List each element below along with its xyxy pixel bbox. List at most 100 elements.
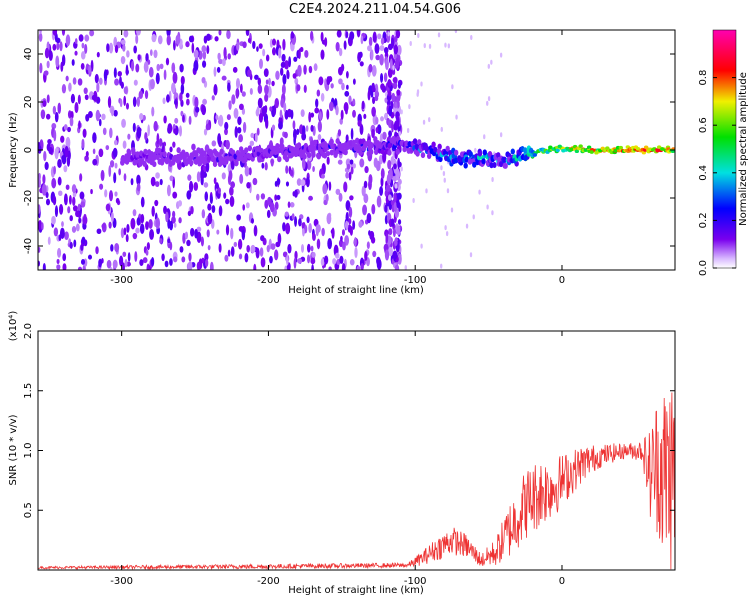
noise-speckle	[114, 78, 120, 86]
noise-speckle	[278, 121, 283, 130]
noise-speckle	[99, 183, 104, 190]
noise-speckle	[255, 247, 260, 259]
noise-speckle	[345, 31, 349, 39]
noise-speckle	[238, 226, 244, 232]
noise-speckle	[276, 178, 281, 186]
noise-speckle	[490, 59, 493, 65]
noise-speckle	[234, 126, 238, 139]
noise-speckle	[227, 249, 231, 257]
noise-speckle	[178, 217, 182, 224]
noise-speckle	[121, 57, 126, 63]
noise-speckle	[370, 49, 374, 61]
signal-point	[586, 145, 592, 150]
signal-point	[395, 148, 400, 155]
noise-speckle	[51, 215, 56, 225]
snr-ylabel: SNR (10 * v/v)	[8, 414, 19, 485]
noise-speckle	[123, 227, 127, 236]
noise-speckle	[470, 35, 473, 41]
noise-speckle	[71, 226, 77, 233]
noise-speckle	[225, 224, 230, 236]
noise-speckle	[306, 216, 310, 224]
noise-speckle	[348, 171, 352, 181]
noise-speckle	[151, 106, 155, 117]
noise-speckle	[364, 250, 368, 261]
noise-speckle	[440, 165, 443, 171]
noise-speckle	[369, 230, 375, 241]
noise-speckle	[110, 211, 114, 223]
noise-speckle	[236, 41, 240, 51]
noise-speckle	[191, 143, 196, 151]
noise-speckle	[163, 69, 167, 81]
noise-speckle	[148, 218, 153, 229]
noise-speckle	[224, 254, 229, 262]
noise-speckle	[327, 237, 333, 250]
noise-speckle	[136, 183, 141, 192]
noise-speckle	[204, 191, 209, 202]
noise-speckle	[77, 203, 81, 212]
noise-speckle	[397, 161, 402, 168]
noise-speckle	[205, 33, 211, 41]
noise-speckle	[371, 65, 377, 77]
signal-point	[453, 149, 459, 156]
noise-speckle	[207, 244, 211, 251]
signal-point	[532, 153, 538, 157]
noise-speckle	[79, 173, 83, 182]
noise-speckle	[88, 64, 92, 74]
noise-speckle	[92, 148, 96, 155]
noise-speckle	[173, 128, 177, 134]
noise-speckle	[308, 223, 312, 234]
snr-scale-label: (x10⁴)	[8, 311, 19, 342]
noise-speckle	[469, 252, 473, 258]
noise-speckle	[166, 30, 171, 37]
noise-speckle	[241, 108, 246, 115]
noise-speckle	[294, 250, 298, 261]
noise-speckle	[38, 32, 43, 42]
noise-speckle	[38, 260, 41, 267]
noise-speckle	[238, 253, 243, 260]
noise-speckle	[211, 205, 216, 213]
noise-speckle	[173, 256, 178, 263]
noise-speckle	[114, 242, 120, 253]
signal-point	[343, 149, 348, 156]
noise-speckle	[216, 66, 221, 73]
signal-point	[351, 139, 356, 146]
noise-speckle	[487, 96, 491, 102]
noise-speckle	[117, 70, 122, 77]
noise-speckle	[166, 184, 171, 197]
noise-speckle	[391, 120, 394, 133]
signal-point	[228, 155, 234, 162]
noise-speckle	[221, 172, 226, 180]
noise-speckle	[133, 45, 137, 54]
noise-speckle	[368, 36, 373, 47]
snr-panel: -300 -200 -100 0 0.5 1.0 1.5 2.0 Height of stra…	[8, 311, 676, 596]
noise-speckle	[238, 103, 244, 111]
noise-speckle	[92, 158, 98, 166]
noise-speckle	[130, 217, 136, 230]
noise-speckle	[447, 43, 451, 49]
noise-speckle	[134, 251, 138, 263]
noise-speckle	[144, 132, 148, 141]
signal-point	[482, 149, 487, 156]
noise-speckle	[147, 124, 150, 137]
signal-point	[522, 147, 528, 154]
noise-speckle	[337, 129, 342, 137]
noise-speckle	[394, 57, 400, 70]
noise-speckle	[335, 105, 339, 116]
noise-speckle	[110, 107, 115, 117]
noise-speckle	[379, 45, 385, 51]
signal-point	[178, 154, 183, 161]
noise-speckle	[340, 235, 343, 242]
noise-speckle	[179, 92, 183, 102]
noise-speckle	[394, 264, 400, 270]
noise-speckle	[250, 132, 255, 139]
signal-point	[296, 142, 302, 149]
noise-speckle	[398, 131, 401, 137]
noise-speckle	[394, 239, 398, 247]
noise-speckle	[377, 33, 382, 40]
noise-speckle	[244, 165, 250, 177]
noise-speckle	[206, 229, 210, 238]
noise-speckle	[137, 54, 141, 61]
noise-speckle	[206, 45, 210, 55]
noise-speckle	[188, 180, 194, 193]
signal-point	[445, 145, 450, 152]
